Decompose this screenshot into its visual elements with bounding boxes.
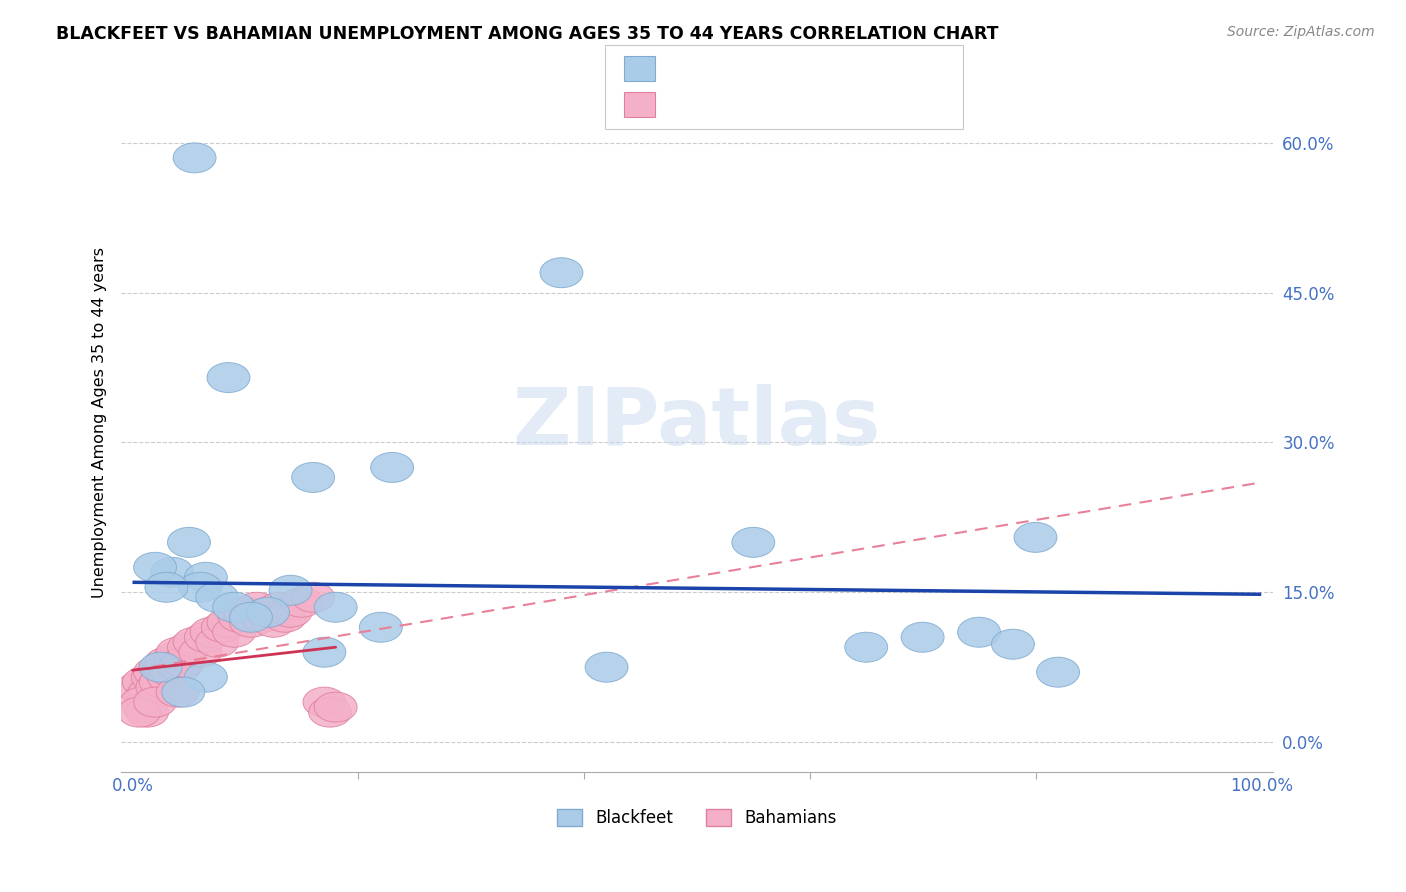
Ellipse shape bbox=[269, 575, 312, 606]
Ellipse shape bbox=[150, 558, 194, 587]
Ellipse shape bbox=[150, 657, 194, 687]
Ellipse shape bbox=[302, 687, 346, 717]
Ellipse shape bbox=[212, 592, 256, 623]
Ellipse shape bbox=[125, 682, 167, 712]
Ellipse shape bbox=[291, 582, 335, 612]
Ellipse shape bbox=[229, 607, 273, 637]
Ellipse shape bbox=[1014, 523, 1057, 552]
Ellipse shape bbox=[229, 602, 273, 632]
Ellipse shape bbox=[246, 598, 290, 627]
Ellipse shape bbox=[190, 617, 233, 648]
Ellipse shape bbox=[257, 592, 301, 623]
Ellipse shape bbox=[733, 527, 775, 558]
Text: R =: R = bbox=[662, 62, 692, 76]
Ellipse shape bbox=[195, 582, 239, 612]
Ellipse shape bbox=[314, 692, 357, 723]
Ellipse shape bbox=[991, 629, 1035, 659]
Ellipse shape bbox=[314, 592, 357, 623]
Ellipse shape bbox=[128, 677, 172, 707]
Legend: Blackfeet, Bahamians: Blackfeet, Bahamians bbox=[550, 802, 844, 834]
Ellipse shape bbox=[145, 648, 188, 677]
Ellipse shape bbox=[134, 657, 177, 687]
Ellipse shape bbox=[148, 662, 190, 692]
Text: 46: 46 bbox=[834, 97, 856, 112]
Ellipse shape bbox=[263, 602, 307, 632]
Ellipse shape bbox=[136, 673, 179, 702]
Ellipse shape bbox=[139, 667, 183, 698]
Ellipse shape bbox=[162, 648, 205, 677]
Text: R =: R = bbox=[662, 97, 692, 112]
Ellipse shape bbox=[246, 598, 290, 627]
Ellipse shape bbox=[156, 677, 200, 707]
Ellipse shape bbox=[142, 652, 186, 682]
Ellipse shape bbox=[240, 602, 284, 632]
Ellipse shape bbox=[134, 552, 177, 582]
Text: N =: N = bbox=[792, 62, 823, 76]
Ellipse shape bbox=[145, 573, 188, 602]
Text: 30: 30 bbox=[834, 62, 856, 76]
Ellipse shape bbox=[212, 617, 256, 648]
Ellipse shape bbox=[269, 598, 312, 627]
Ellipse shape bbox=[901, 623, 943, 652]
Ellipse shape bbox=[371, 452, 413, 483]
Ellipse shape bbox=[235, 592, 278, 623]
Ellipse shape bbox=[207, 362, 250, 392]
Ellipse shape bbox=[118, 698, 160, 727]
Text: 0.189: 0.189 bbox=[707, 97, 758, 112]
Ellipse shape bbox=[131, 662, 174, 692]
Text: -0.035: -0.035 bbox=[707, 62, 765, 76]
Ellipse shape bbox=[291, 462, 335, 492]
Ellipse shape bbox=[125, 698, 169, 727]
Ellipse shape bbox=[845, 632, 887, 662]
Ellipse shape bbox=[173, 627, 217, 657]
Ellipse shape bbox=[167, 527, 211, 558]
Text: Source: ZipAtlas.com: Source: ZipAtlas.com bbox=[1227, 25, 1375, 39]
Ellipse shape bbox=[134, 687, 177, 717]
Ellipse shape bbox=[120, 687, 163, 717]
Ellipse shape bbox=[122, 667, 166, 698]
Ellipse shape bbox=[162, 677, 205, 707]
Text: BLACKFEET VS BAHAMIAN UNEMPLOYMENT AMONG AGES 35 TO 44 YEARS CORRELATION CHART: BLACKFEET VS BAHAMIAN UNEMPLOYMENT AMONG… bbox=[56, 25, 998, 43]
Ellipse shape bbox=[1036, 657, 1080, 687]
Ellipse shape bbox=[117, 673, 160, 702]
Ellipse shape bbox=[184, 623, 228, 652]
Ellipse shape bbox=[360, 612, 402, 642]
Ellipse shape bbox=[302, 637, 346, 667]
Ellipse shape bbox=[184, 562, 228, 592]
Ellipse shape bbox=[179, 637, 222, 667]
Ellipse shape bbox=[280, 587, 323, 617]
Ellipse shape bbox=[159, 652, 201, 682]
Ellipse shape bbox=[540, 258, 583, 288]
Ellipse shape bbox=[957, 617, 1001, 648]
Ellipse shape bbox=[207, 607, 250, 637]
Y-axis label: Unemployment Among Ages 35 to 44 years: Unemployment Among Ages 35 to 44 years bbox=[93, 247, 107, 598]
Ellipse shape bbox=[195, 627, 239, 657]
Ellipse shape bbox=[179, 573, 222, 602]
Ellipse shape bbox=[585, 652, 628, 682]
Ellipse shape bbox=[156, 637, 200, 667]
Ellipse shape bbox=[224, 598, 267, 627]
Ellipse shape bbox=[252, 607, 295, 637]
Text: ZIPatlas: ZIPatlas bbox=[513, 384, 882, 461]
Ellipse shape bbox=[308, 698, 352, 727]
Ellipse shape bbox=[153, 642, 197, 673]
Ellipse shape bbox=[122, 692, 166, 723]
Text: N =: N = bbox=[792, 97, 823, 112]
Ellipse shape bbox=[184, 662, 228, 692]
Ellipse shape bbox=[173, 143, 217, 173]
Ellipse shape bbox=[139, 652, 183, 682]
Ellipse shape bbox=[167, 632, 211, 662]
Ellipse shape bbox=[218, 602, 262, 632]
Ellipse shape bbox=[201, 612, 245, 642]
